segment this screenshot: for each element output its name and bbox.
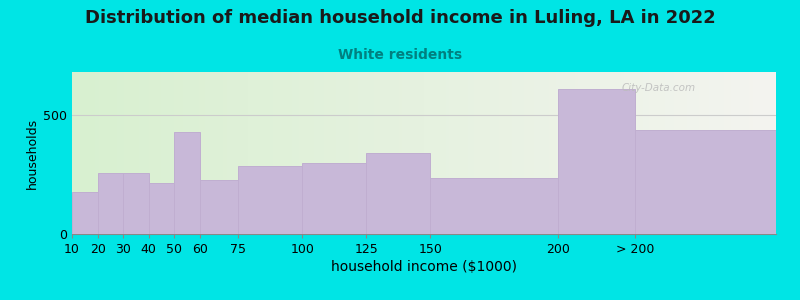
Bar bbox=[238, 166, 302, 234]
Y-axis label: households: households bbox=[26, 117, 39, 189]
Bar bbox=[123, 173, 149, 234]
Bar bbox=[558, 89, 635, 234]
X-axis label: household income ($1000): household income ($1000) bbox=[331, 260, 517, 274]
Text: White residents: White residents bbox=[338, 48, 462, 62]
Bar bbox=[149, 183, 174, 234]
Bar bbox=[174, 132, 200, 234]
Text: City-Data.com: City-Data.com bbox=[621, 83, 695, 93]
Bar bbox=[98, 173, 123, 234]
Bar bbox=[635, 130, 776, 234]
Bar bbox=[200, 180, 238, 234]
Bar bbox=[302, 163, 366, 234]
Bar bbox=[72, 192, 98, 234]
Bar bbox=[366, 153, 430, 234]
Text: Distribution of median household income in Luling, LA in 2022: Distribution of median household income … bbox=[85, 9, 715, 27]
Bar bbox=[430, 178, 558, 234]
